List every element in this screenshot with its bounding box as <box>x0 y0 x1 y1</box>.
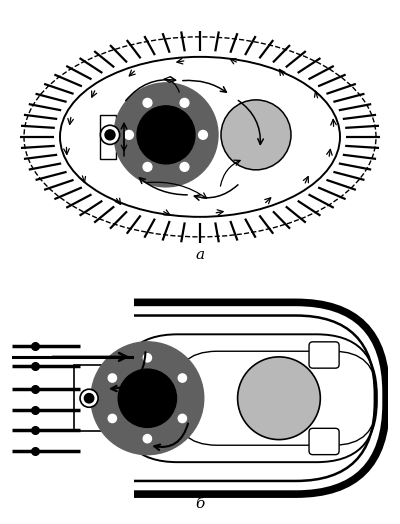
Circle shape <box>108 374 116 382</box>
Circle shape <box>137 106 195 164</box>
Circle shape <box>80 389 98 407</box>
Circle shape <box>143 354 152 362</box>
Ellipse shape <box>60 57 340 217</box>
Circle shape <box>105 130 115 140</box>
Text: а: а <box>196 248 204 262</box>
Circle shape <box>143 99 152 107</box>
Circle shape <box>180 162 189 171</box>
FancyBboxPatch shape <box>309 428 339 455</box>
Circle shape <box>180 99 189 107</box>
Circle shape <box>143 434 152 443</box>
FancyBboxPatch shape <box>44 302 386 494</box>
Circle shape <box>108 414 116 422</box>
FancyBboxPatch shape <box>12 295 134 501</box>
FancyBboxPatch shape <box>74 365 108 431</box>
Circle shape <box>125 130 134 139</box>
FancyBboxPatch shape <box>309 342 339 368</box>
Circle shape <box>221 100 291 170</box>
Circle shape <box>114 83 218 187</box>
Circle shape <box>143 162 152 171</box>
Circle shape <box>198 130 208 139</box>
Circle shape <box>100 125 120 145</box>
Circle shape <box>178 374 186 382</box>
Circle shape <box>91 342 204 455</box>
Circle shape <box>118 369 176 428</box>
Circle shape <box>238 357 320 440</box>
Circle shape <box>178 414 186 422</box>
Text: б: б <box>195 497 205 510</box>
Circle shape <box>84 394 94 403</box>
